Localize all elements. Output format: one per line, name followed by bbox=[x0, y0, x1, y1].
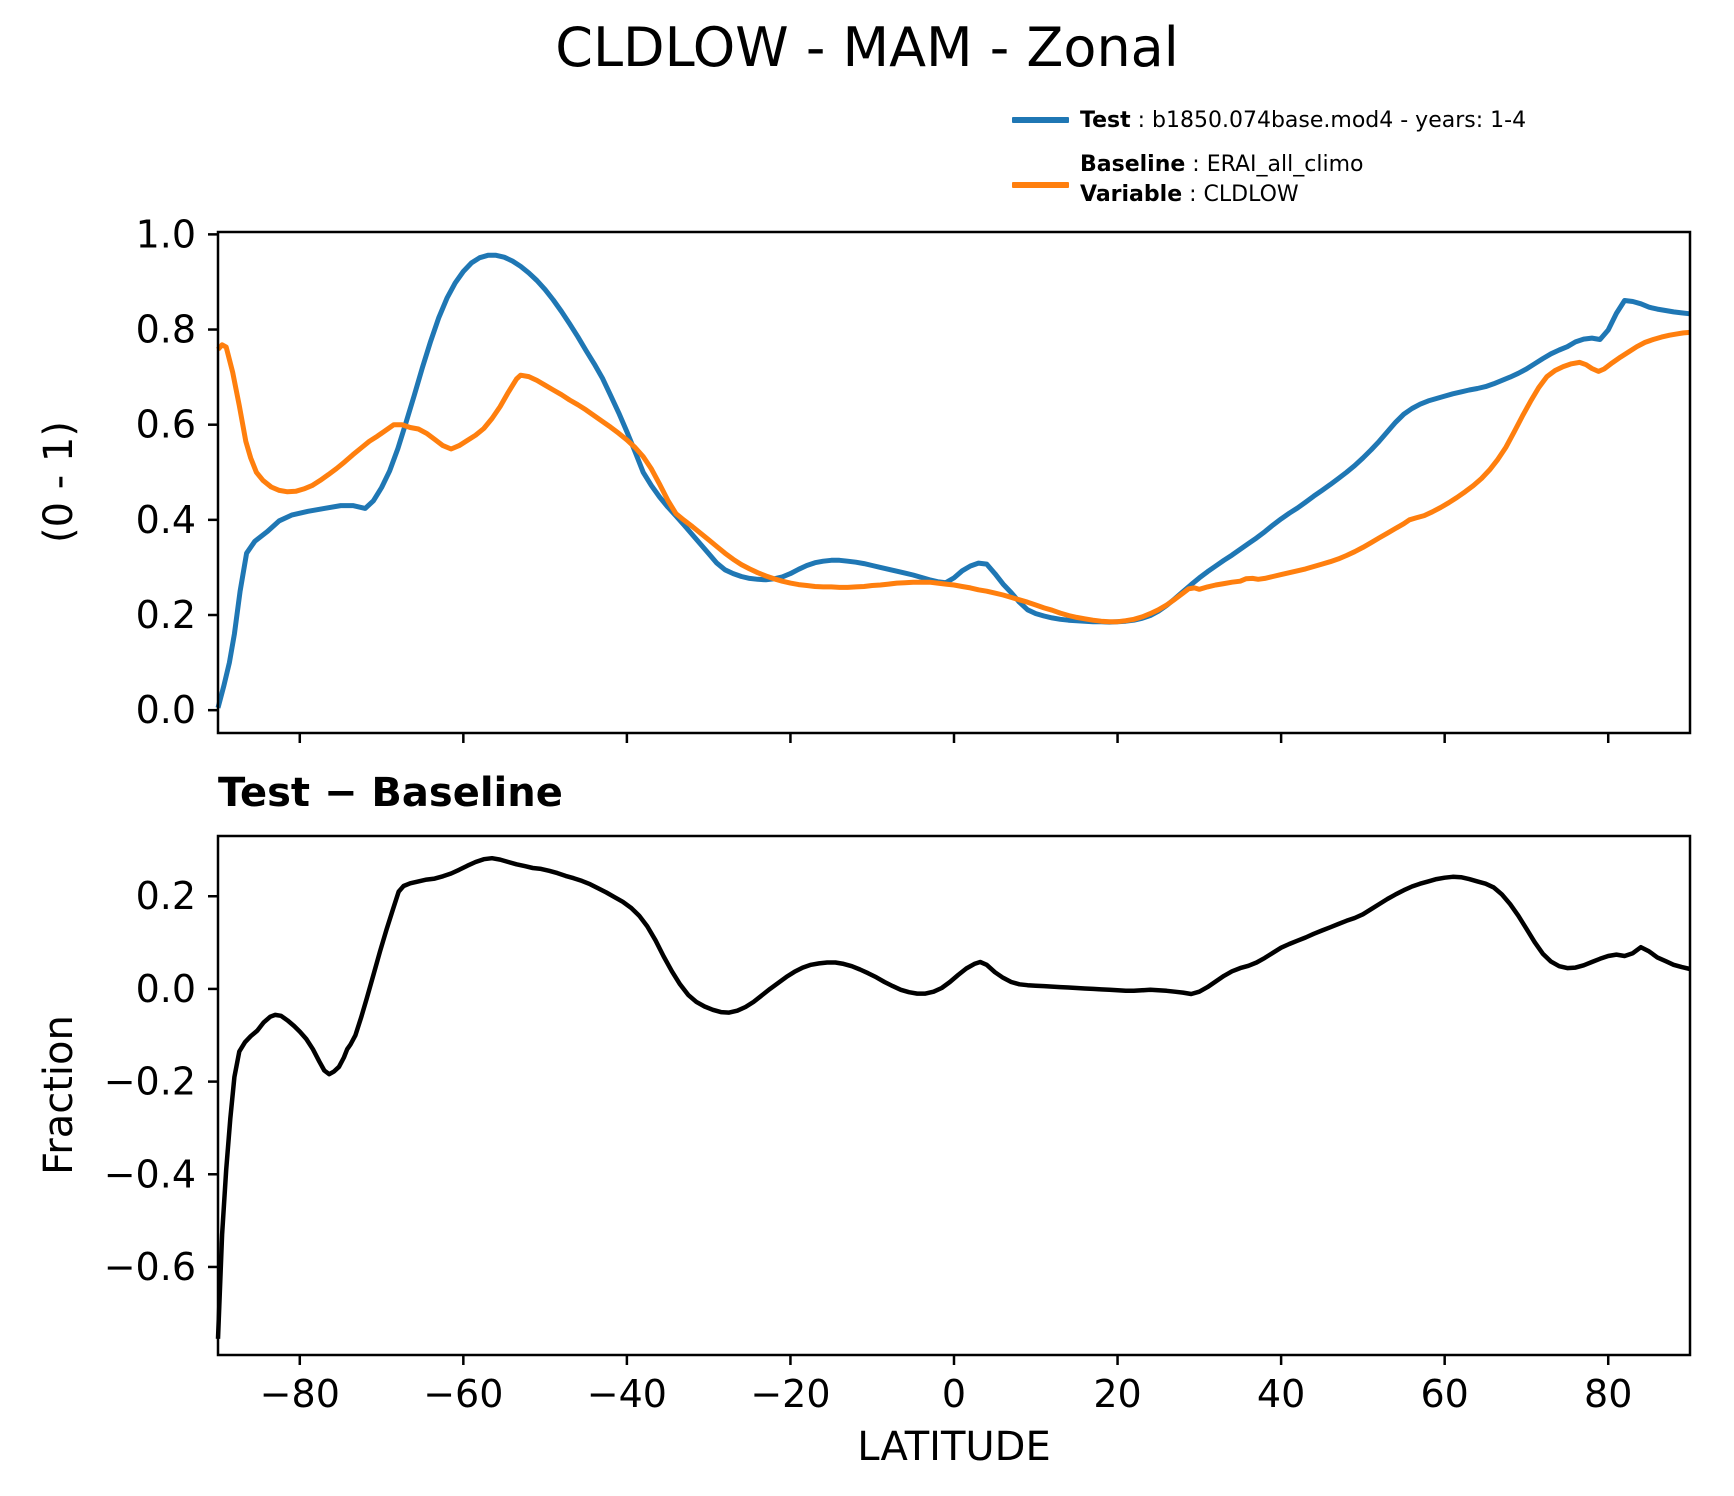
y-tick-label: 0.4 bbox=[136, 498, 196, 542]
y-tick-label: 1.0 bbox=[136, 212, 196, 256]
top-panel-axes-box bbox=[216, 230, 1692, 735]
x-tick-label: −20 bbox=[750, 1372, 830, 1416]
x-tick-label: 20 bbox=[1093, 1372, 1141, 1416]
y-tick-label: 0.8 bbox=[136, 308, 196, 352]
y-tick-label: 0.0 bbox=[136, 967, 196, 1011]
legend-entry-test: Test : b1850.074base.mod4 - years: 1-4 bbox=[1080, 108, 1527, 133]
test-line bbox=[215, 252, 1691, 709]
y-tick-label: −0.4 bbox=[104, 1152, 196, 1196]
diff-panel: 0.2 0.0 −0.2 −0.4 −0.6 −80 −60 −40 −20 0 20 40 60 80 bbox=[104, 834, 1692, 1416]
test-line-swatch bbox=[1012, 117, 1069, 123]
baseline-line-swatch bbox=[1012, 182, 1069, 188]
y-tick-label: 0.2 bbox=[136, 593, 196, 637]
figure-title: CLDLOW - MAM - Zonal bbox=[555, 16, 1179, 79]
x-tick-label: 60 bbox=[1420, 1372, 1468, 1416]
y-tick-label: 0.2 bbox=[136, 874, 196, 918]
top-panel: 0.0 0.2 0.4 0.6 0.8 1.0 bbox=[136, 212, 1692, 743]
baseline-line bbox=[216, 329, 1691, 625]
x-tick-label: −60 bbox=[423, 1372, 503, 1416]
top-panel-ylabel: (0 - 1) bbox=[36, 421, 82, 543]
x-tick-label: 0 bbox=[942, 1372, 966, 1416]
x-tick-label: −40 bbox=[587, 1372, 667, 1416]
y-tick-label: 0.6 bbox=[136, 403, 196, 447]
x-tick-label: −80 bbox=[260, 1372, 340, 1416]
test-minus-baseline-line bbox=[215, 855, 1691, 1339]
diff-panel-axes-box bbox=[216, 834, 1692, 1357]
x-tick-label: 40 bbox=[1257, 1372, 1305, 1416]
legend-entry-baseline: Baseline : ERAI_all_climo Variable : CLDL… bbox=[1080, 152, 1364, 207]
y-tick-label: 0.0 bbox=[136, 688, 196, 732]
y-tick-label: −0.2 bbox=[104, 1060, 196, 1104]
y-tick-label: −0.6 bbox=[104, 1245, 196, 1289]
x-tick-label: 80 bbox=[1584, 1372, 1632, 1416]
diff-panel-ylabel: Fraction bbox=[36, 1015, 82, 1175]
x-axis-label: LATITUDE bbox=[857, 1424, 1051, 1470]
diff-panel-title: Test − Baseline bbox=[218, 770, 563, 816]
